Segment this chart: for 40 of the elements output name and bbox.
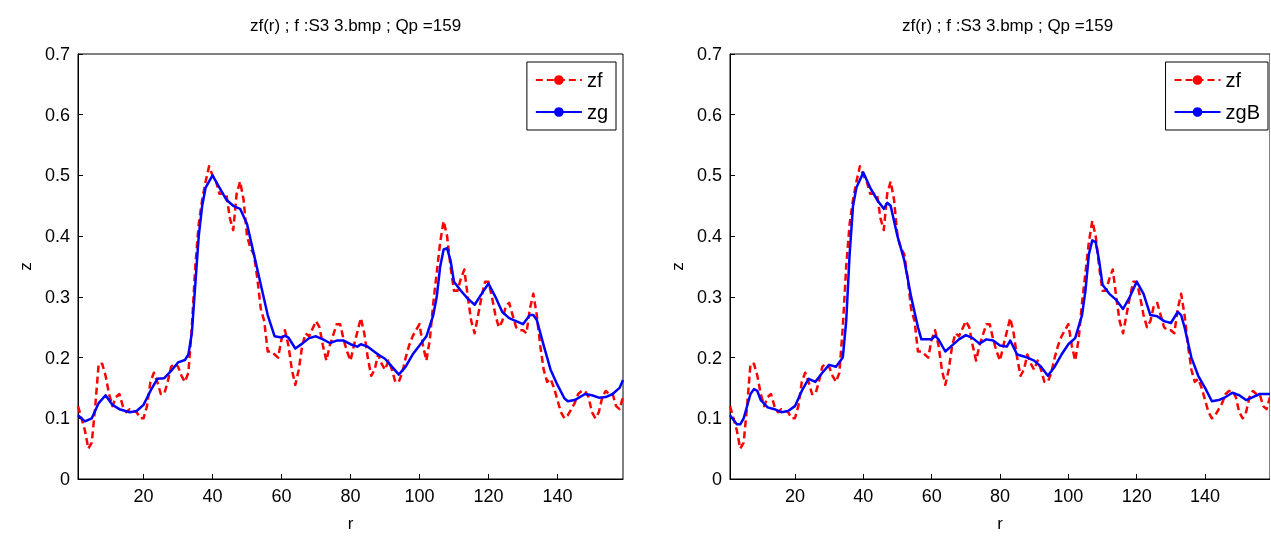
x-tick-label: 140 [542,486,573,506]
y-tick-label: 0.2 [696,347,722,368]
y-tick-label: 0 [59,469,70,489]
y-tick-label: 0 [711,469,722,489]
y-tick-label: 0.3 [696,286,722,307]
y-tick-label: 0.5 [44,165,70,186]
y-tick-label: 0.4 [44,226,70,247]
y-axis-title: z [668,262,688,271]
x-tick-label: 100 [404,486,435,506]
x-tick-label: 100 [1053,486,1084,506]
chart-title: zf(r) ; f :S3 3.bmp ; Qp =159 [901,16,1114,35]
x-tick-label: 60 [271,486,292,506]
y-tick-label: 0.1 [44,408,70,429]
y-tick-label: 0.6 [696,104,722,125]
y-tick-label: 0.6 [44,104,70,125]
x-tick-label: 140 [1190,486,1221,506]
x-tick-label: 20 [784,486,805,506]
y-tick-label: 0.4 [696,226,722,247]
legend-label: zgB [1225,101,1261,123]
x-tick-label: 40 [202,486,223,506]
x-tick-label: 80 [340,486,361,506]
y-tick-label: 0.1 [696,408,722,429]
chart-title: zf(r) ; f :S3 3.bmp ; Qp =159 [249,16,462,35]
y-tick-label: 0.5 [696,165,722,186]
y-axis-title: z [16,262,36,271]
y-tick-label: 0.3 [44,286,70,307]
x-tick-label: 120 [473,486,504,506]
x-tick-label: 80 [989,486,1011,506]
legend-label: zf [586,69,603,91]
x-tick-label: 60 [921,486,942,506]
x-tick-label: 40 [853,486,874,506]
x-tick-label: 20 [133,486,154,506]
y-tick-label: 0.7 [44,44,70,64]
x-tick-label: 120 [1121,486,1152,506]
y-tick-label: 0.2 [44,347,70,368]
legend-label: zg [586,101,608,123]
x-axis-title: r [997,514,1004,533]
y-tick-label: 0.7 [696,44,722,64]
legend-label: zf [1225,69,1242,91]
x-axis-title: r [347,514,354,533]
